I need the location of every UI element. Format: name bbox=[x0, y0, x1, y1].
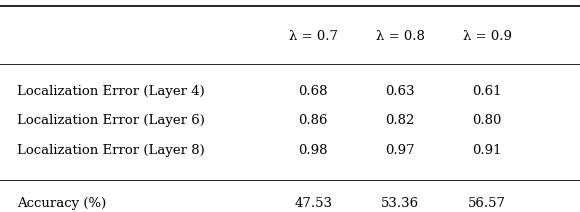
Text: Localization Error (Layer 6): Localization Error (Layer 6) bbox=[17, 114, 205, 127]
Text: Accuracy (%): Accuracy (%) bbox=[17, 197, 107, 210]
Text: 0.82: 0.82 bbox=[386, 114, 415, 127]
Text: 53.36: 53.36 bbox=[381, 197, 419, 210]
Text: 0.61: 0.61 bbox=[473, 85, 502, 98]
Text: 0.97: 0.97 bbox=[385, 144, 415, 157]
Text: 0.68: 0.68 bbox=[299, 85, 328, 98]
Text: 0.63: 0.63 bbox=[385, 85, 415, 98]
Text: 56.57: 56.57 bbox=[468, 197, 506, 210]
Text: λ = 0.7: λ = 0.7 bbox=[289, 29, 338, 43]
Text: λ = 0.9: λ = 0.9 bbox=[463, 29, 512, 43]
Text: 0.91: 0.91 bbox=[473, 144, 502, 157]
Text: 0.80: 0.80 bbox=[473, 114, 502, 127]
Text: Localization Error (Layer 8): Localization Error (Layer 8) bbox=[17, 144, 205, 157]
Text: 0.86: 0.86 bbox=[299, 114, 328, 127]
Text: Localization Error (Layer 4): Localization Error (Layer 4) bbox=[17, 85, 205, 98]
Text: λ = 0.8: λ = 0.8 bbox=[376, 29, 425, 43]
Text: 0.98: 0.98 bbox=[299, 144, 328, 157]
Text: 47.53: 47.53 bbox=[294, 197, 332, 210]
